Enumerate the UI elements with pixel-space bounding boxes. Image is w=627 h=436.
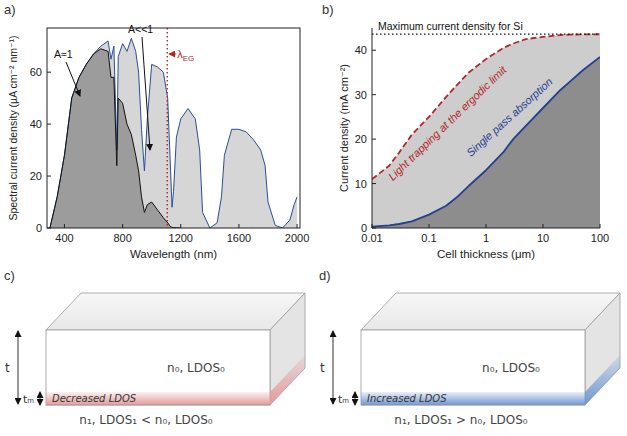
y-tick-label: 40 — [30, 118, 42, 130]
thickness-arrow — [18, 331, 19, 404]
x-tick-label: 1200 — [169, 232, 193, 244]
bulk-label: n₀, LDOS₀ — [167, 361, 225, 375]
layer-front — [361, 392, 585, 405]
series-line — [50, 38, 297, 228]
y-axis — [372, 28, 373, 228]
y-tick — [47, 228, 51, 229]
y-tick-label: 20 — [30, 170, 42, 182]
slab-side — [585, 293, 620, 405]
x-tick — [180, 224, 181, 228]
layer-thickness-arrow — [40, 392, 41, 405]
y-tick-label: 10 — [355, 178, 367, 190]
layer-side — [585, 355, 620, 405]
layer-side — [270, 355, 305, 405]
series-area — [372, 34, 600, 228]
layer-label: Increased LDOS — [367, 393, 447, 404]
x-tick-label: 100 — [591, 232, 609, 244]
reference-label: Maximum current density for Si — [378, 20, 523, 32]
series-line — [372, 57, 600, 227]
reference-line — [372, 34, 600, 35]
reference-label-sub: EG — [183, 54, 195, 63]
annotation-arrow — [66, 62, 80, 96]
series-line — [50, 49, 181, 228]
layer-label: Decreased LDOS — [52, 393, 137, 404]
y-tick — [372, 94, 376, 95]
layer-thickness-label: tₘ — [23, 393, 34, 406]
series-label: Light trapping at the ergodic limit — [386, 63, 509, 183]
y-tick — [47, 72, 51, 73]
y-tick-label: 0 — [36, 222, 42, 234]
x-tick — [429, 224, 430, 228]
y-tick — [372, 183, 376, 184]
x-tick-label: 1 — [483, 232, 489, 244]
slab-front — [46, 330, 270, 405]
series-area — [50, 49, 181, 228]
y-axis-title: Current density (mA cm⁻²) — [338, 64, 350, 192]
series-label: Single pass absorption — [464, 75, 555, 158]
layer-thickness-label: tₘ — [338, 393, 349, 406]
y-tick — [372, 50, 376, 51]
slab-side — [270, 293, 305, 405]
plot-area — [372, 34, 600, 228]
substrate-label: n₁, LDOS₁ < n₀, LDOS₀ — [79, 413, 213, 427]
x-tick — [486, 224, 487, 228]
x-tick-label: 0.1 — [421, 232, 436, 244]
slab-edge — [361, 405, 585, 406]
y-tick-label: 60 — [30, 66, 42, 78]
thickness-arrow — [333, 331, 334, 404]
bulk-label: n₀, LDOS₀ — [482, 361, 540, 375]
x-tick — [297, 224, 298, 228]
figure: 4008001200160020000204060Wavelength (nm)… — [0, 0, 627, 436]
y-tick — [47, 124, 51, 125]
panel-label: b) — [322, 2, 334, 17]
x-tick — [238, 224, 239, 228]
x-tick — [543, 224, 544, 228]
x-axis-title: Wavelength (nm) — [130, 248, 217, 260]
x-tick — [600, 224, 601, 228]
y-tick-label: 30 — [355, 89, 367, 101]
thickness-label: t — [5, 361, 10, 375]
annotation: A<<1 — [128, 23, 153, 35]
x-tick-label: 2000 — [285, 232, 309, 244]
y-tick-label: 0 — [361, 222, 367, 234]
layer-thickness-arrow — [355, 392, 356, 405]
substrate-label: n₁, LDOS₁ > n₀, LDOS₀ — [394, 413, 528, 427]
slab-top — [46, 293, 305, 330]
y-tick-label: 40 — [355, 44, 367, 56]
thickness-label: t — [320, 361, 325, 375]
x-tick-label: 1600 — [227, 232, 251, 244]
x-tick — [122, 224, 123, 228]
y-tick — [372, 139, 376, 140]
slab-front — [361, 330, 585, 405]
slab-edge — [46, 405, 270, 406]
x-axis-title: Cell thickness (μm) — [437, 248, 535, 260]
x-tick-label: 800 — [113, 232, 131, 244]
annotation: A≈1 — [54, 48, 73, 60]
y-axis-title: Spectral current density (µA cm⁻² nm⁻¹) — [7, 35, 19, 220]
panel-label: c) — [4, 268, 15, 283]
reference-line — [167, 28, 168, 228]
series-area — [50, 38, 297, 228]
y-tick — [372, 228, 376, 229]
y-tick — [47, 176, 51, 177]
reference-label: λEG — [177, 48, 194, 63]
layer-front — [46, 392, 270, 405]
x-tick — [64, 224, 65, 228]
plot-frame — [47, 28, 300, 228]
panel-label: d) — [319, 268, 331, 283]
reference-arrow — [169, 54, 176, 55]
annotation-arrow — [142, 37, 150, 150]
panel-label: a) — [4, 2, 16, 17]
x-tick — [372, 224, 373, 228]
x-tick-label: 10 — [537, 232, 549, 244]
y-tick-label: 20 — [355, 133, 367, 145]
plot-area — [50, 28, 297, 228]
x-tick-label: 400 — [55, 232, 73, 244]
slab-top — [361, 293, 620, 330]
